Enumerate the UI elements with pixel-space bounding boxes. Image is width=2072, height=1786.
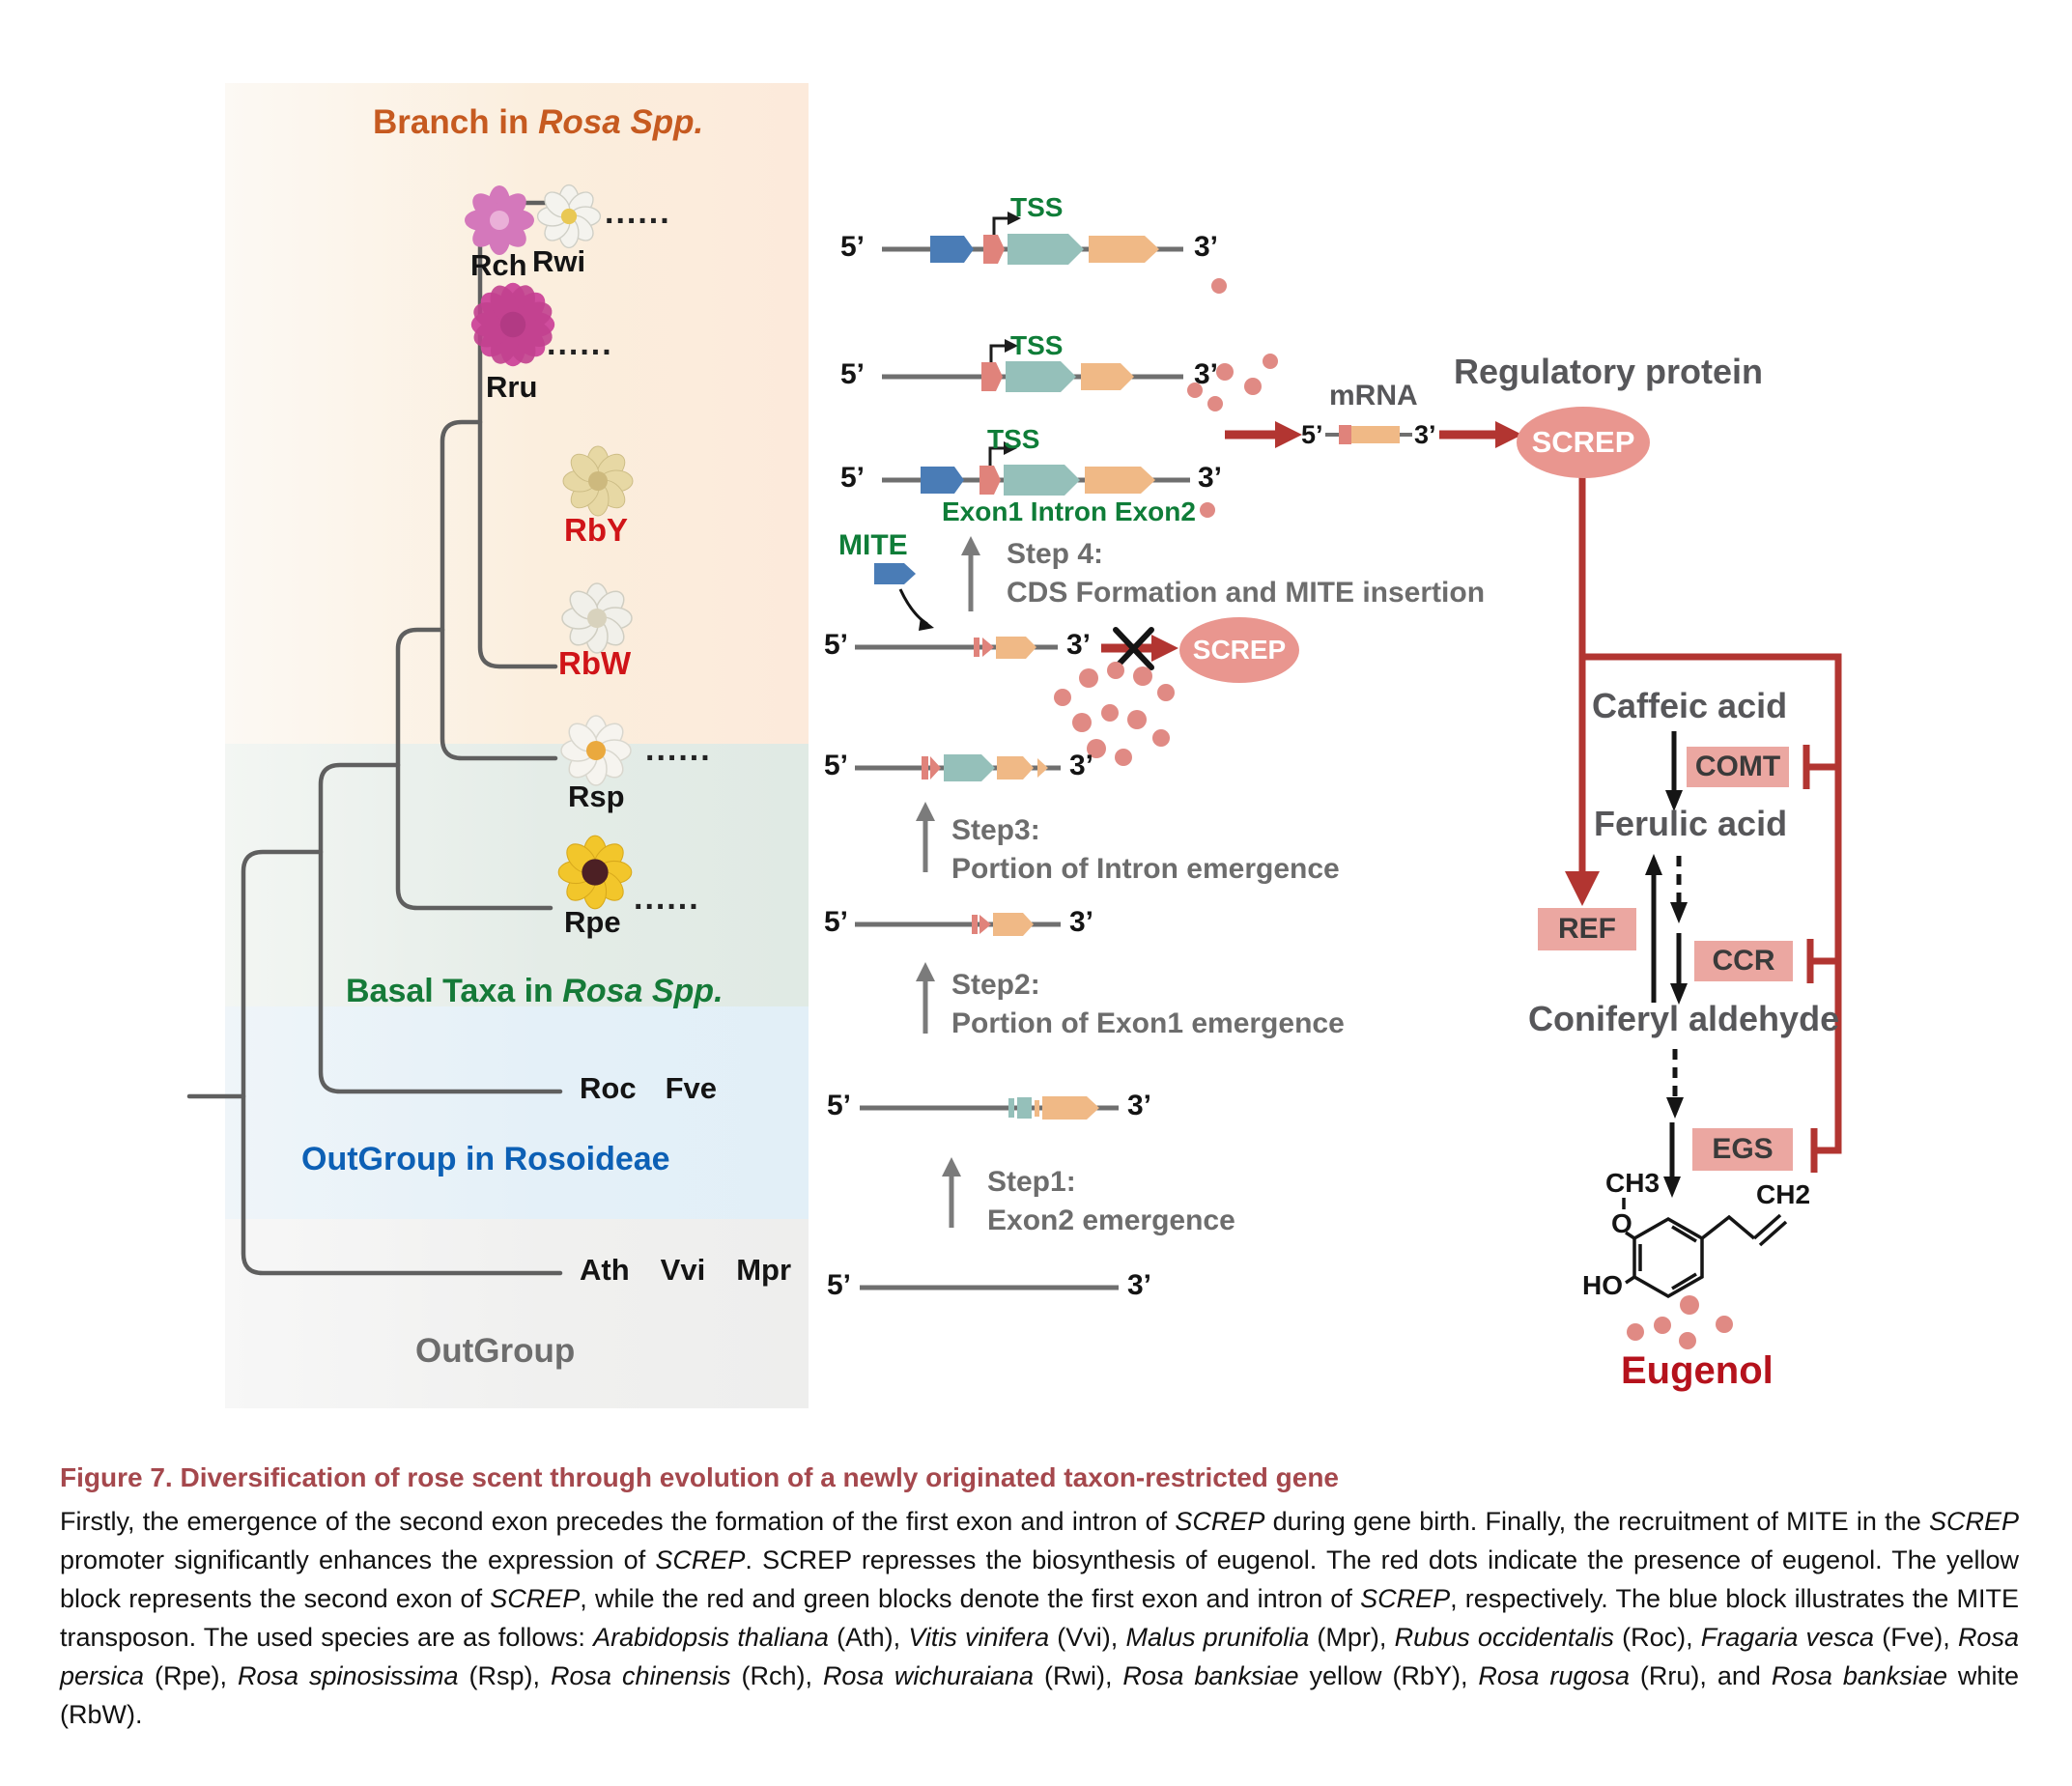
species-label-mpr: Mpr xyxy=(736,1253,792,1287)
rru-flower-icon xyxy=(458,269,568,380)
species-label-vvi: Vvi xyxy=(660,1253,706,1287)
mrna-three-prime: 3’ xyxy=(1414,420,1436,449)
branch-group-background xyxy=(225,83,809,744)
row8-three-prime: 3’ xyxy=(1127,1269,1152,1301)
species-label-rwi: Rwi xyxy=(532,244,586,278)
caption-body: Firstly, the emergence of the second exo… xyxy=(60,1507,2020,1729)
ellipsis-rsp: ...... xyxy=(645,731,712,768)
regulatory-protein-label: Regulatory protein xyxy=(1454,352,1764,391)
step3-title: Step3: xyxy=(951,814,1040,846)
egs-enzyme-box: EGS xyxy=(1692,1128,1793,1171)
ellipsis-rru: ...... xyxy=(547,326,613,362)
coniferyl-aldehyde-label: Coniferyl aldehyde xyxy=(1528,999,1840,1038)
rch-flower-icon xyxy=(465,185,534,255)
rpe-flower-icon xyxy=(557,835,633,910)
screp-absent-oval: SCREP xyxy=(1179,617,1299,683)
eugenol-product-dots xyxy=(1627,1295,1733,1349)
figure-caption: Figure 7. Diversification of rose scent … xyxy=(60,1460,2019,1734)
step2-title: Step2: xyxy=(951,969,1040,1001)
row1-tss-label: TSS xyxy=(1010,192,1064,222)
row7-five-prime: 5’ xyxy=(827,1090,852,1121)
ref-enzyme-box: REF xyxy=(1538,908,1636,950)
row1-three-prime: 3’ xyxy=(1194,231,1219,263)
caffeic-acid-label: Caffeic acid xyxy=(1592,686,1788,725)
mrna-label: mRNA xyxy=(1329,380,1418,411)
species-labels-roc-fve: Roc Fve xyxy=(580,1071,717,1105)
screp-repression-network xyxy=(1578,477,1842,1173)
row8-five-prime: 5’ xyxy=(827,1269,852,1301)
mite-label: MITE xyxy=(838,529,908,561)
pathway-arrows xyxy=(1651,731,1682,1176)
ref-induction-arrowhead xyxy=(1565,871,1600,906)
step3-desc: Portion of Intron emergence xyxy=(951,853,1340,885)
outgroup-rosoideae-title: OutGroup in Rosoideae xyxy=(301,1141,670,1177)
screp-protein-oval: SCREP xyxy=(1517,407,1650,478)
row6-five-prime: 5’ xyxy=(824,906,849,938)
species-label-rsp: Rsp xyxy=(568,780,625,813)
rby-flower-icon xyxy=(562,445,634,517)
step2-desc: Portion of Exon1 emergence xyxy=(951,1007,1345,1039)
ellipsis-rch-rwi: ...... xyxy=(605,194,671,231)
ellipsis-rpe: ...... xyxy=(634,880,700,917)
species-label-rbw: RbW xyxy=(558,645,632,681)
phylogenetic-tree xyxy=(186,200,563,1276)
row5-three-prime: 3’ xyxy=(1069,750,1094,781)
species-label-rch: Rch xyxy=(470,248,527,282)
eugenol-label: Eugenol xyxy=(1621,1349,1774,1392)
row2-tss-label: TSS xyxy=(1010,330,1064,360)
exon-intron-exon-labels: Exon1 Intron Exon2 xyxy=(942,496,1196,526)
row2-five-prime: 5’ xyxy=(840,358,866,390)
row3-five-prime: 5’ xyxy=(840,462,866,494)
species-label-rby: RbY xyxy=(564,512,628,548)
rwi-flower-icon xyxy=(536,184,602,249)
o-label: O xyxy=(1611,1208,1632,1238)
row1-five-prime: 5’ xyxy=(840,231,866,263)
ch2-label: CH2 xyxy=(1756,1179,1811,1209)
gene-model-rows xyxy=(855,212,1278,1290)
ccr-enzyme-box: CCR xyxy=(1694,941,1793,981)
step1-desc: Exon2 emergence xyxy=(987,1205,1235,1236)
row4-three-prime: 3’ xyxy=(1066,629,1092,661)
outgroup-title: OutGroup xyxy=(415,1332,576,1370)
row5-five-prime: 5’ xyxy=(824,750,849,781)
row6-three-prime: 3’ xyxy=(1069,906,1094,938)
species-label-rpe: Rpe xyxy=(564,905,621,939)
species-label-ath: Ath xyxy=(580,1253,630,1287)
row7-three-prime: 3’ xyxy=(1127,1090,1152,1121)
ch3-label: CH3 xyxy=(1605,1168,1660,1198)
comt-enzyme-box: COMT xyxy=(1687,747,1789,787)
outgroup-background xyxy=(225,1219,809,1408)
mrna-five-prime: 5’ xyxy=(1301,420,1323,449)
caption-title: Figure 7. Diversification of rose scent … xyxy=(60,1462,1339,1492)
row2-three-prime: 3’ xyxy=(1194,358,1219,390)
species-label-rru: Rru xyxy=(486,370,538,404)
ferulic-acid-label: Ferulic acid xyxy=(1594,804,1788,843)
branch-group-title: Branch in Rosa Spp. xyxy=(373,103,704,141)
eugenol-structure xyxy=(1622,1198,1788,1299)
species-label-roc: Roc xyxy=(580,1071,637,1105)
species-label-fve: Fve xyxy=(665,1071,717,1105)
pathway-arrowheads xyxy=(1645,790,1688,1198)
step1-title: Step1: xyxy=(987,1166,1076,1198)
step4-title: Step 4: xyxy=(1007,538,1104,570)
ho-label: HO xyxy=(1582,1270,1623,1300)
row3-three-prime: 3’ xyxy=(1198,462,1223,494)
step4-desc: CDS Formation and MITE insertion xyxy=(1007,577,1486,609)
eugenol-dots-cluster xyxy=(1054,662,1175,766)
basal-group-title: Basal Taxa in Rosa Spp. xyxy=(346,973,724,1009)
species-labels-ath-vvi-mpr: Ath Vvi Mpr xyxy=(580,1253,792,1287)
rsp-flower-icon xyxy=(560,715,632,786)
row4-five-prime: 5’ xyxy=(824,629,849,661)
rbw-flower-icon xyxy=(561,582,633,654)
expression-arrows xyxy=(1225,421,1522,448)
row3-tss-label: TSS xyxy=(987,424,1040,454)
